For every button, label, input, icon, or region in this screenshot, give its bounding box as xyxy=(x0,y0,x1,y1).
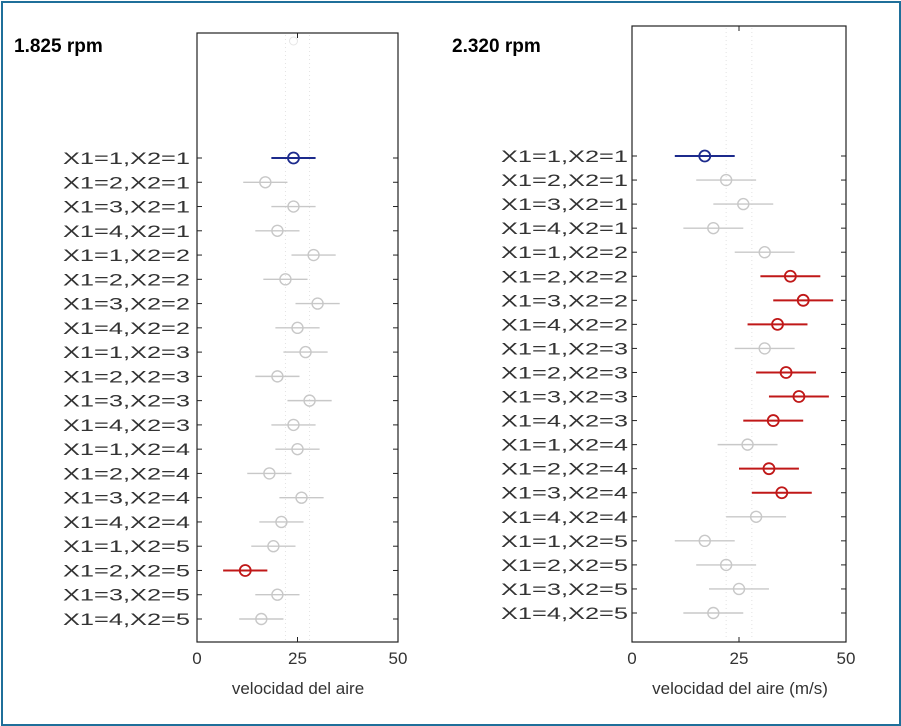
mean-marker xyxy=(271,588,284,601)
y-tick-label: X1=3,X2=3 xyxy=(501,388,628,407)
mean-marker xyxy=(771,317,784,331)
y-tick-label: X1=3,X2=1 xyxy=(501,195,628,214)
mean-marker xyxy=(267,540,280,553)
y-tick-label: X1=1,X2=1 xyxy=(501,147,628,166)
mean-marker xyxy=(732,582,746,596)
mean-marker xyxy=(255,612,268,626)
mean-marker xyxy=(758,246,771,259)
axes-box xyxy=(196,32,399,643)
panel-1-title: 1.825 rpm xyxy=(14,36,103,57)
y-tick-label: X1=3,X2=4 xyxy=(63,489,190,508)
mean-marker xyxy=(737,197,750,211)
y-tick-label: X1=2,X2=1 xyxy=(63,173,190,192)
y-tick-label: X1=4,X2=3 xyxy=(63,416,190,435)
mean-marker xyxy=(307,248,320,262)
mean-marker xyxy=(279,273,292,286)
y-tick-label: X1=2,X2=2 xyxy=(63,270,190,289)
panel-2: 0 25 50 velocidad del aire (m/s) X1=1,X2=1 X1… xyxy=(501,25,856,698)
mean-marker xyxy=(238,564,252,577)
mean-marker xyxy=(758,342,771,355)
y-tick-label: X1=4,X2=1 xyxy=(63,222,190,241)
faint-marker xyxy=(288,36,298,46)
axes-box xyxy=(631,25,847,643)
y-tick-label: X1=1,X2=3 xyxy=(63,343,190,362)
y-tick-label: X1=1,X2=2 xyxy=(501,243,628,262)
mean-marker xyxy=(263,467,276,480)
y-tick-label: X1=4,X2=5 xyxy=(63,610,190,629)
y-tick-label: X1=1,X2=3 xyxy=(501,339,628,358)
y-tick-label: X1=3,X2=1 xyxy=(63,198,190,217)
mean-marker xyxy=(749,510,763,523)
y-tick-label: X1=4,X2=4 xyxy=(63,513,190,532)
mean-marker xyxy=(719,558,733,572)
mean-marker xyxy=(287,151,300,165)
y-tick-label: X1=4,X2=3 xyxy=(501,412,628,431)
mean-marker xyxy=(299,345,312,359)
y-tick-label: X1=1,X2=4 xyxy=(501,436,628,455)
mean-marker xyxy=(698,534,711,548)
y-tick-label: X1=2,X2=5 xyxy=(63,561,190,580)
y-tick-label: X1=2,X2=1 xyxy=(501,171,628,190)
mean-marker xyxy=(707,606,720,620)
y-tick-label: X1=1,X2=5 xyxy=(501,532,628,551)
mean-marker xyxy=(783,269,797,283)
mean-marker xyxy=(259,176,272,189)
mean-marker xyxy=(707,221,720,235)
mean-marker xyxy=(779,366,793,379)
y-tick-label: X1=2,X2=3 xyxy=(63,367,190,386)
mean-marker xyxy=(766,414,780,427)
x-tick-label: 50 xyxy=(389,649,408,668)
y-tick-label: X1=1,X2=2 xyxy=(63,246,190,265)
y-tick-label: X1=4,X2=5 xyxy=(501,604,628,623)
y-tick-label: X1=3,X2=5 xyxy=(63,586,190,605)
y-tick-label: X1=4,X2=2 xyxy=(63,319,190,338)
x-tick-label: 0 xyxy=(192,649,201,668)
mean-marker xyxy=(287,418,300,432)
y-tick-label: X1=3,X2=4 xyxy=(501,484,628,503)
mean-marker xyxy=(295,491,308,504)
mean-marker xyxy=(698,149,712,163)
y-tick-label: X1=1,X2=4 xyxy=(63,440,190,459)
mean-marker xyxy=(311,297,324,310)
x-axis-label: velocidad del aire (m/s) xyxy=(652,679,828,698)
y-tick-label: X1=4,X2=1 xyxy=(501,219,628,238)
y-tick-label: X1=1,X2=1 xyxy=(63,149,190,168)
mean-marker xyxy=(271,370,284,383)
y-tick-label: X1=3,X2=5 xyxy=(501,580,628,599)
y-tick-label: X1=4,X2=2 xyxy=(501,315,628,334)
x-tick-label: 25 xyxy=(730,649,749,668)
mean-marker xyxy=(792,390,806,403)
y-tick-label: X1=3,X2=2 xyxy=(501,291,628,310)
y-tick-label: X1=1,X2=5 xyxy=(63,537,190,556)
panel-1: 0 25 50 velocidad del aire X1=1,X2=1 X1=2,X2=… xyxy=(63,32,408,698)
mean-marker xyxy=(741,438,754,451)
mean-marker xyxy=(291,321,304,335)
mean-marker xyxy=(796,293,810,307)
mean-marker xyxy=(719,173,733,187)
y-tick-label: X1=2,X2=5 xyxy=(501,556,628,575)
x-tick-label: 25 xyxy=(288,649,307,668)
y-tick-label: X1=2,X2=2 xyxy=(501,267,628,286)
y-tick-label: X1=2,X2=4 xyxy=(501,460,628,479)
mean-marker xyxy=(287,200,300,213)
y-tick-label: X1=3,X2=3 xyxy=(63,392,190,411)
x-tick-label: 50 xyxy=(837,649,856,668)
y-tick-label: X1=4,X2=4 xyxy=(501,508,628,527)
x-axis-label: velocidad del aire xyxy=(232,679,364,698)
mean-marker xyxy=(291,442,304,456)
y-tick-label: X1=3,X2=2 xyxy=(63,295,190,314)
x-tick-label: 0 xyxy=(627,649,636,668)
mean-marker xyxy=(303,394,316,407)
y-tick-label: X1=2,X2=3 xyxy=(501,363,628,382)
mean-marker xyxy=(275,515,288,529)
mean-marker xyxy=(762,462,776,476)
mean-marker xyxy=(271,224,284,237)
y-tick-label: X1=2,X2=4 xyxy=(63,464,190,483)
panel-2-title: 2.320 rpm xyxy=(452,36,541,57)
mean-marker xyxy=(775,486,789,500)
